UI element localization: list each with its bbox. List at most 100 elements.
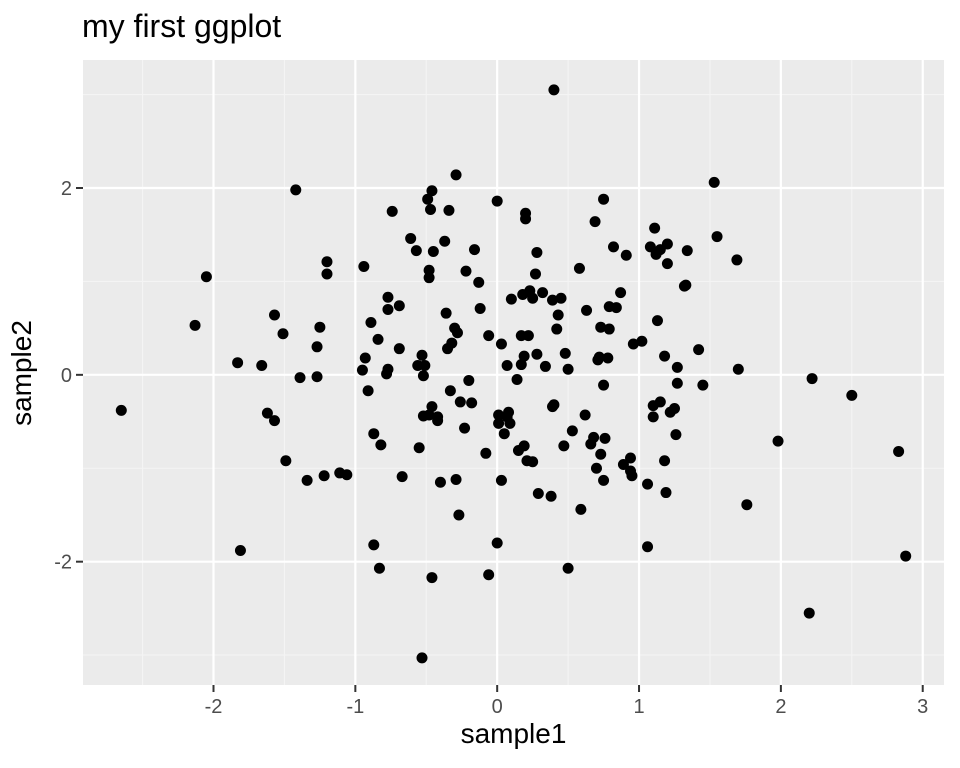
data-point	[566, 425, 578, 437]
data-point	[375, 439, 387, 451]
data-point	[598, 379, 610, 391]
x-tick-label: -1	[346, 696, 364, 718]
data-point	[200, 271, 212, 283]
data-point	[548, 399, 560, 411]
data-point	[450, 169, 462, 181]
data-point	[548, 84, 560, 96]
x-tick-label: -2	[205, 696, 223, 718]
data-point	[668, 402, 680, 414]
data-point	[598, 474, 610, 486]
data-point	[504, 417, 516, 429]
data-point	[617, 459, 629, 471]
data-point	[610, 302, 622, 314]
data-point	[711, 231, 723, 243]
data-point	[522, 330, 534, 342]
data-point	[491, 195, 503, 207]
data-point	[893, 445, 905, 457]
data-point	[434, 476, 446, 488]
data-point	[671, 361, 683, 373]
data-point	[382, 363, 394, 375]
data-point	[495, 474, 507, 486]
data-point	[697, 379, 709, 391]
data-point	[341, 469, 353, 481]
data-point	[671, 377, 683, 389]
data-point	[562, 562, 574, 574]
data-point	[659, 350, 671, 362]
data-point	[261, 407, 273, 419]
data-point	[900, 550, 912, 562]
data-point	[453, 509, 465, 521]
data-point	[693, 344, 705, 356]
data-point	[115, 404, 127, 416]
data-point	[595, 321, 607, 333]
data-point	[483, 330, 495, 342]
data-point	[466, 397, 478, 409]
data-point	[294, 372, 306, 384]
data-point	[491, 537, 503, 549]
data-point	[620, 249, 632, 261]
data-point	[358, 260, 370, 272]
data-point	[593, 351, 605, 363]
data-point	[511, 374, 523, 386]
data-point	[468, 244, 480, 256]
x-tick-label: 1	[633, 696, 644, 718]
data-point	[598, 193, 610, 205]
data-point	[423, 272, 435, 284]
data-point	[680, 279, 692, 291]
data-point	[311, 341, 323, 353]
x-axis-label: sample1	[460, 718, 567, 749]
data-point	[382, 291, 394, 303]
data-point	[581, 304, 593, 316]
data-point	[615, 287, 627, 299]
data-point	[575, 503, 587, 515]
data-point	[503, 406, 515, 418]
data-point	[373, 562, 385, 574]
data-point	[480, 447, 492, 459]
chart-title: my first ggplot	[82, 8, 282, 44]
data-point	[426, 572, 438, 584]
data-point	[579, 409, 591, 421]
data-point	[463, 374, 475, 386]
data-point	[501, 359, 513, 371]
data-point	[772, 435, 784, 447]
data-point	[590, 462, 602, 474]
data-point	[595, 448, 607, 460]
data-point	[527, 292, 539, 304]
data-point	[562, 363, 574, 375]
data-point	[432, 415, 444, 427]
data-point	[588, 431, 600, 443]
data-point	[741, 499, 753, 511]
data-point	[681, 245, 693, 257]
data-point	[232, 357, 244, 369]
data-point	[642, 541, 654, 553]
data-point	[280, 455, 292, 467]
data-point	[846, 389, 858, 401]
data-point	[443, 204, 455, 216]
data-point	[573, 262, 585, 274]
data-point	[189, 319, 201, 331]
data-point	[537, 287, 549, 299]
data-point	[547, 294, 559, 306]
data-point	[393, 343, 405, 355]
x-axis: -2 -1 0 1 2 3	[205, 685, 928, 718]
data-point	[234, 544, 246, 556]
data-point	[539, 360, 551, 372]
data-point	[518, 440, 530, 452]
data-point	[626, 470, 638, 482]
data-point	[603, 323, 615, 335]
data-point	[493, 417, 505, 429]
data-point	[527, 456, 539, 468]
data-point	[608, 241, 620, 253]
data-point	[661, 258, 673, 270]
data-point	[531, 348, 543, 360]
data-point	[311, 371, 323, 383]
data-point	[362, 385, 374, 397]
data-point	[423, 409, 435, 421]
data-point	[372, 333, 384, 345]
data-point	[459, 422, 471, 434]
data-point	[422, 193, 434, 205]
y-tick-label: 0	[61, 365, 72, 387]
data-point	[529, 268, 541, 280]
data-point	[268, 415, 280, 427]
